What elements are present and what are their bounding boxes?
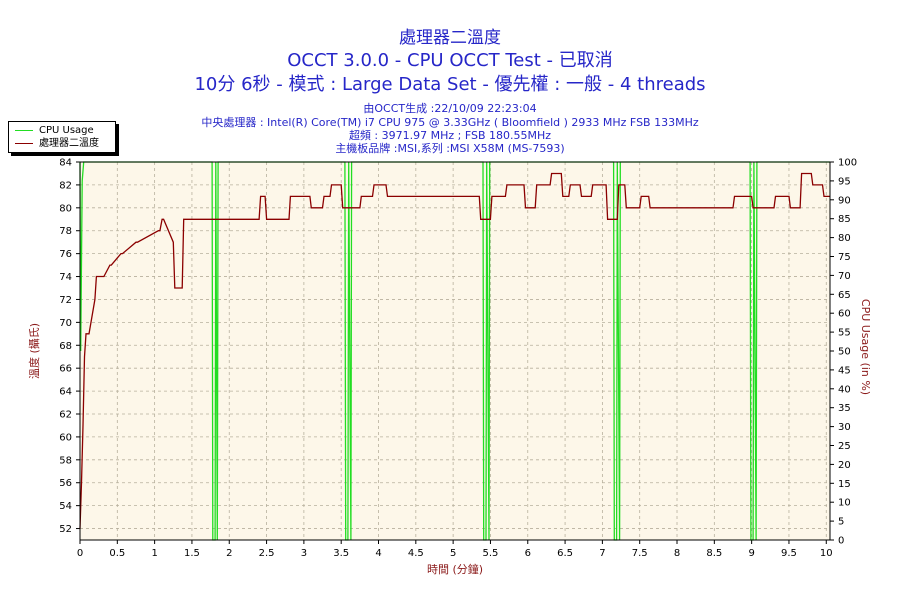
y-left-tick-label: 76 [59, 249, 72, 260]
x-tick-label: 4.5 [408, 548, 424, 559]
legend-swatch-cpu-usage [15, 130, 33, 131]
y-right-tick-label: 20 [838, 460, 851, 471]
cpu-info: 中央處理器 : Intel(R) Core(TM) i7 CPU 975 @ 3… [201, 116, 699, 129]
y-right-tick-label: 45 [838, 365, 851, 376]
y-left-tick-label: 58 [59, 455, 72, 466]
generated-info: 由OCCT生成 :22/10/09 22:23:04 [363, 102, 537, 115]
plot-area [80, 162, 830, 540]
motherboard-info: 主機板品牌 :MSI,系列 :MSI X58M (MS-7593) [335, 142, 565, 155]
y-left-axis-label: 溫度 (攝氏) [27, 323, 41, 379]
series-line-temperature [79, 172, 830, 529]
legend-label-cpu-usage: CPU Usage [39, 125, 94, 136]
x-tick-label: 7 [599, 548, 605, 559]
y-right-tick-label: 100 [838, 158, 857, 169]
y-right-tick-label: 40 [838, 384, 851, 395]
legend-swatch-temperature [15, 143, 33, 144]
x-tick-label: 0.5 [109, 548, 125, 559]
x-tick-label: 8.5 [706, 548, 722, 559]
x-tick-label: 1 [151, 548, 157, 559]
y-left-tick-label: 78 [59, 226, 72, 237]
y-left-tick-label: 82 [59, 180, 72, 191]
x-tick-label: 7.5 [632, 548, 648, 559]
x-tick-label: 5 [450, 548, 456, 559]
x-tick-label: 1.5 [184, 548, 200, 559]
x-tick-label: 3.5 [333, 548, 349, 559]
chart-title: 處理器二溫度 [399, 28, 501, 48]
x-tick-label: 9.5 [781, 548, 797, 559]
legend-item-cpu-usage: CPU Usage [15, 124, 94, 137]
y-left-tick-label: 72 [59, 295, 72, 306]
x-tick-label: 4 [375, 548, 381, 559]
x-tick-label: 6 [525, 548, 531, 559]
y-right-tick-label: 85 [838, 214, 851, 225]
overclock-info: 超頻 : 3971.97 MHz ; FSB 180.55MHz [348, 129, 552, 142]
y-right-tick-label: 50 [838, 347, 851, 358]
y-left-tick-label: 54 [59, 501, 72, 512]
y-right-tick-label: 25 [838, 441, 851, 452]
x-tick-label: 2.5 [259, 548, 275, 559]
test-subtitle: 10分 6秒 - 模式 : Large Data Set - 優先權 : 一般 … [194, 74, 706, 95]
x-tick-label: 6.5 [557, 548, 573, 559]
y-right-tick-label: 75 [838, 252, 851, 263]
y-right-tick-label: 70 [838, 271, 851, 282]
y-left-tick-label: 74 [59, 272, 72, 283]
y-left-tick-label: 66 [59, 364, 72, 375]
y-right-tick-label: 30 [838, 422, 851, 433]
chart-legend: CPU Usage 處理器二溫度 [8, 121, 116, 153]
x-tick-label: 10 [820, 548, 833, 559]
y-right-tick-label: 10 [838, 498, 851, 509]
y-left-tick-label: 52 [59, 524, 72, 535]
y-left-tick-label: 56 [59, 478, 72, 489]
x-tick-label: 2 [226, 548, 232, 559]
y-right-tick-label: 5 [838, 517, 844, 528]
x-tick-label: 9 [748, 548, 754, 559]
y-right-tick-label: 0 [838, 536, 844, 547]
y-left-tick-label: 84 [59, 158, 72, 169]
x-tick-label: 0 [77, 548, 83, 559]
legend-label-temperature: 處理器二溫度 [39, 138, 99, 149]
y-left-tick-label: 70 [59, 318, 72, 329]
plot-frame [79, 161, 831, 541]
x-tick-label: 8 [674, 548, 680, 559]
y-left-tick-label: 64 [59, 387, 72, 398]
y-right-tick-label: 90 [838, 195, 851, 206]
x-axis-label: 時間 (分鐘) [427, 562, 483, 576]
y-right-tick-label: 80 [838, 233, 851, 244]
y-right-axis-label: CPU Usage (in %) [859, 299, 872, 395]
y-left-tick-label: 80 [59, 203, 72, 214]
y-left-tick-label: 62 [59, 410, 72, 421]
legend-item-temperature: 處理器二溫度 [15, 137, 99, 150]
y-right-tick-label: 95 [838, 176, 851, 187]
y-right-tick-label: 60 [838, 309, 851, 320]
y-left-tick-label: 68 [59, 341, 72, 352]
test-title: OCCT 3.0.0 - CPU OCCT Test - 已取消 [287, 50, 613, 71]
y-right-tick-label: 15 [838, 479, 851, 490]
x-tick-label: 3 [301, 548, 307, 559]
y-right-tick-label: 55 [838, 328, 851, 339]
x-tick-label: 5.5 [482, 548, 498, 559]
y-right-tick-label: 35 [838, 403, 851, 414]
y-right-tick-label: 65 [838, 290, 851, 301]
y-left-tick-label: 60 [59, 432, 72, 443]
